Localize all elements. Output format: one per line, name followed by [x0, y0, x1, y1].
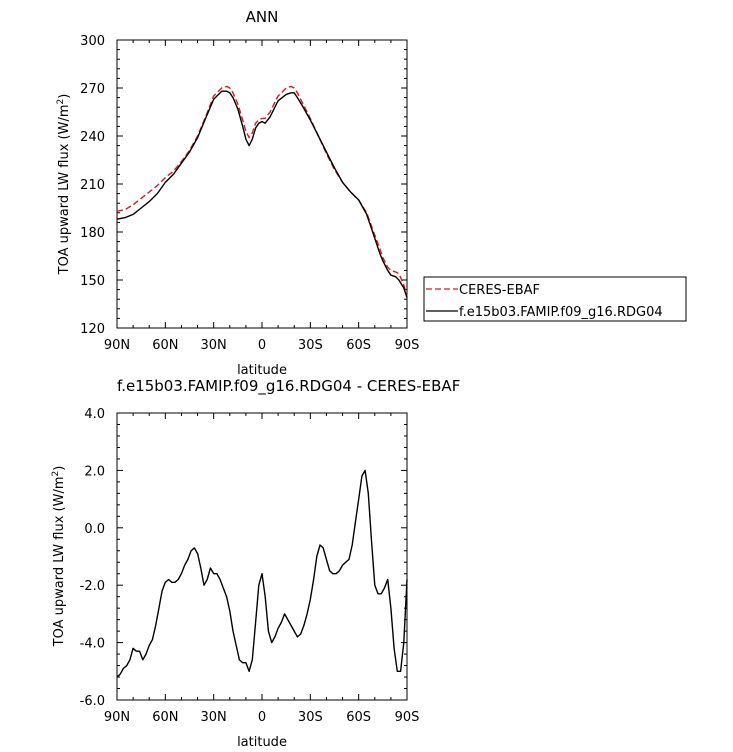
top-y-tick-label: 120 [80, 322, 105, 337]
bottom-y-tick-label: -2.0 [80, 579, 105, 594]
bottom-axis-ticks: 90N 60N 30N 0 30S 60S 90S -6.0 -4.0 -2.0 0.0 2.0 4.0 [80, 407, 420, 725]
top-x-tick-label: 30N [201, 338, 227, 353]
top-series-line-1 [116, 90, 408, 298]
top-series-line-0 [116, 85, 408, 297]
legend-label-ceres: CERES-EBAF [459, 283, 540, 298]
top-x-axis-label: latitude [237, 363, 287, 378]
bottom-x-tick-label: 60N [152, 710, 178, 725]
top-x-tick-label: 60S [346, 338, 371, 353]
top-x-tick-label: 90S [395, 338, 420, 353]
top-y-tick-label: 210 [80, 178, 105, 193]
bottom-x-axis-label: latitude [237, 735, 287, 750]
bottom-y-tick-label: -6.0 [80, 694, 105, 709]
bottom-y-tick-label: 0.0 [84, 522, 105, 537]
bottom-x-tick-label: 60S [346, 710, 371, 725]
bottom-y-tick-label: 2.0 [84, 464, 105, 479]
top-panel-title: ANN [246, 8, 279, 26]
legend: CERES-EBAF f.e15b03.FAMIP.f09_g16.RDG04 [423, 276, 687, 322]
top-x-tick-label: 30S [298, 338, 323, 353]
top-axis-ticks: 90N 60N 30N 0 30S 60S 90S 120 150 180 210 240 270 300 [80, 34, 419, 353]
top-x-tick-label: 0 [258, 338, 266, 353]
bottom-x-tick-label: 0 [258, 710, 266, 725]
top-y-axis-label: TOA upward LW flux (W/m2) [56, 94, 72, 276]
top-panel: ANN 90N 60N 30N 0 30S 60S 90S 120 150 180 210 240 27… [56, 8, 419, 378]
bottom-y-tick-label: -4.0 [80, 637, 105, 652]
bottom-panel: f.e15b03.FAMIP.f09_g16.RDG04 - CERES-EBA… [51, 377, 460, 750]
bottom-x-tick-label: 30N [201, 710, 227, 725]
bottom-series-lines [116, 469, 408, 678]
bottom-x-tick-label: 90N [104, 710, 130, 725]
top-y-tick-label: 270 [80, 82, 105, 97]
top-y-tick-label: 150 [80, 274, 105, 289]
legend-label-model: f.e15b03.FAMIP.f09_g16.RDG04 [459, 305, 663, 320]
bottom-y-tick-label: 4.0 [84, 407, 105, 422]
top-plot-frame [116, 39, 408, 329]
top-y-tick-label: 300 [80, 34, 105, 49]
bottom-plot-frame [116, 412, 408, 701]
top-y-tick-label: 240 [80, 130, 105, 145]
top-series-lines [116, 85, 408, 298]
bottom-series-line-0 [116, 469, 408, 678]
top-y-tick-label: 180 [80, 226, 105, 241]
legend-box [423, 276, 687, 322]
bottom-panel-title: f.e15b03.FAMIP.f09_g16.RDG04 - CERES-EBA… [117, 377, 460, 396]
bottom-y-axis-label: TOA upward LW flux (W/m2) [51, 466, 67, 648]
top-x-tick-label: 60N [152, 338, 178, 353]
bottom-x-tick-label: 30S [298, 710, 323, 725]
bottom-x-tick-label: 90S [395, 710, 420, 725]
top-x-tick-label: 90N [104, 338, 130, 353]
